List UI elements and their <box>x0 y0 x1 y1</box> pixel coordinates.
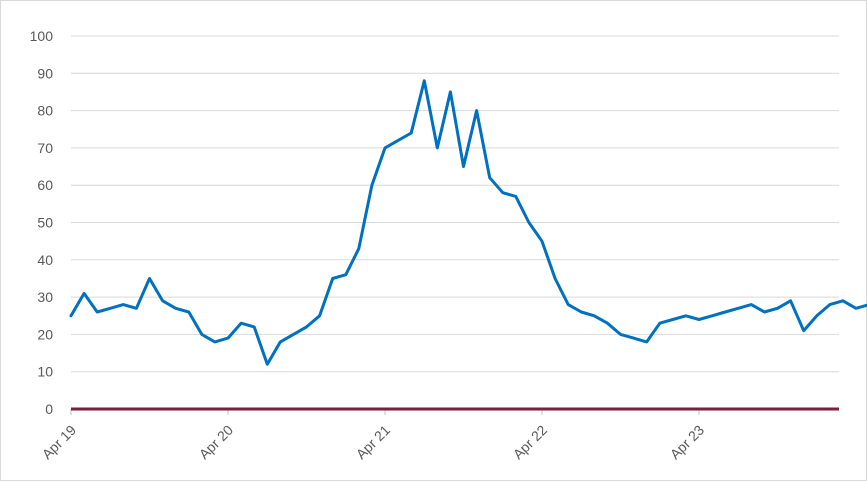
y-tick-label: 0 <box>45 401 53 417</box>
y-tick-label: 30 <box>37 289 53 305</box>
x-tick-label: Apr 19 <box>39 422 80 463</box>
y-tick-label: 90 <box>37 65 53 81</box>
y-tick-label: 20 <box>37 326 53 342</box>
y-tick-label: 80 <box>37 103 53 119</box>
y-tick-label: 70 <box>37 140 53 156</box>
gridlines <box>71 35 839 373</box>
y-axis-tick-labels: 0 10 20 30 40 50 60 70 80 90 100 <box>30 28 54 417</box>
y-tick-label: 50 <box>37 215 53 231</box>
x-tick-label: Apr 20 <box>196 422 237 463</box>
y-tick-label: 40 <box>37 252 53 268</box>
x-axis-tick-labels: Apr 19 Apr 20 Apr 21 Apr 22 Apr 23 <box>39 422 708 463</box>
y-tick-label: 10 <box>37 364 53 380</box>
series-line <box>69 79 867 366</box>
y-tick-label: 60 <box>37 177 53 193</box>
x-tick-label: Apr 23 <box>667 422 708 463</box>
y-tick-label: 100 <box>30 28 54 44</box>
x-tick-label: Apr 21 <box>353 422 394 463</box>
x-tick-label: Apr 22 <box>510 422 551 463</box>
